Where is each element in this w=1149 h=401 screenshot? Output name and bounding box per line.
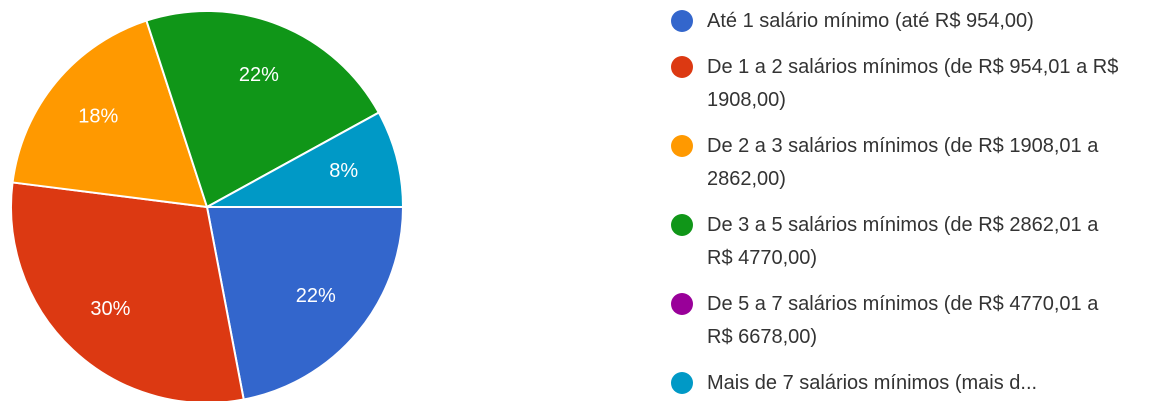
legend-marker [671, 214, 693, 236]
legend-label: De 2 a 3 salários mínimos (de R$ 1908,01… [707, 135, 1099, 190]
legend-marker [671, 10, 693, 32]
legend-label: De 1 a 2 salários mínimos (de R$ 954,01 … [707, 56, 1119, 111]
slice-label: 22% [296, 285, 336, 307]
slice-label: 22% [239, 64, 279, 86]
legend-item: De 5 a 7 salários mínimos (de R$ 4770,01… [668, 288, 1138, 354]
legend-marker [671, 372, 693, 394]
legend-label: Até 1 salário mínimo (até R$ 954,00) [707, 10, 1034, 32]
pie-slice [206, 111, 405, 208]
legend-item: Mais de 7 salários mínimos (mais d... [668, 367, 1138, 400]
pie-slice [205, 206, 405, 401]
legend-label: De 3 a 5 salários mínimos (de R$ 2862,01… [707, 214, 1099, 269]
legend-item: De 2 a 3 salários mínimos (de R$ 1908,01… [668, 130, 1138, 196]
legend-label: Mais de 7 salários mínimos (mais d... [707, 372, 1038, 394]
legend-label: De 5 a 7 salários mínimos (de R$ 4770,01… [707, 293, 1099, 348]
pie-slice [145, 10, 381, 209]
legend-marker [671, 56, 693, 78]
pie-slice [11, 19, 209, 209]
slice-label: 18% [78, 105, 118, 127]
legend-item: De 1 a 2 salários mínimos (de R$ 954,01 … [668, 51, 1138, 117]
legend-item: Até 1 salário mínimo (até R$ 954,00) [668, 5, 1138, 38]
slice-label: 30% [90, 298, 130, 320]
legend-marker [671, 135, 693, 157]
pie: 22% 30% 18% 22% 8% [10, 10, 405, 401]
legend-marker [671, 293, 693, 315]
pie-slice [10, 181, 245, 401]
legend: Até 1 salário mínimo (até R$ 954,00) De 1… [668, 5, 1138, 401]
legend-item: De 3 a 5 salários mínimos (de R$ 2862,01… [668, 209, 1138, 275]
slice-label: 8% [329, 160, 358, 182]
